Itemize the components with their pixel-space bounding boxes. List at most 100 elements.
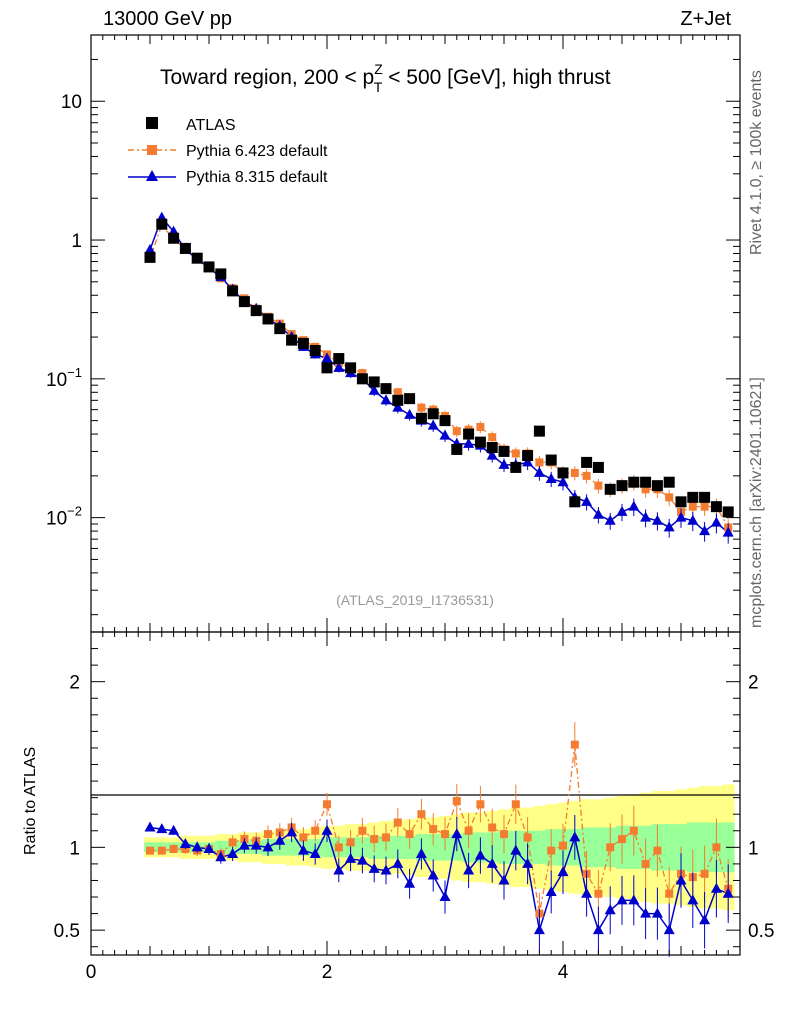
ratio-band-green xyxy=(580,827,593,868)
pythia8-point xyxy=(522,456,534,467)
ratio-band-green xyxy=(427,834,440,861)
atlas-point xyxy=(380,383,392,395)
legend-pythia6-label: Pythia 6.423 default xyxy=(186,143,328,160)
atlas-point xyxy=(569,496,581,508)
atlas-point xyxy=(297,337,309,349)
pythia8-point xyxy=(687,514,699,525)
pythia6-ratio-point xyxy=(429,825,438,834)
atlas-point xyxy=(675,496,687,508)
chart-title: Toward region, 200 < pZ T < 500 [GeV], hi… xyxy=(160,61,611,95)
pythia6-ratio-point xyxy=(500,830,508,839)
pythia6-point xyxy=(688,502,697,511)
header-left: 13000 GeV pp xyxy=(103,8,232,30)
pythia8-ratio-point xyxy=(262,841,274,852)
atlas-point xyxy=(238,296,250,308)
pythia6-point xyxy=(452,427,461,436)
y-tick-label-ratio: 2 xyxy=(69,673,80,694)
pythia8-point xyxy=(498,458,510,469)
pythia8-ratio-point xyxy=(380,864,392,875)
legend-atlas-marker xyxy=(146,117,158,129)
atlas-point xyxy=(215,268,227,280)
y-tick-label-upper: 1 xyxy=(71,231,82,252)
atlas-point xyxy=(557,467,569,479)
atlas-point xyxy=(392,394,404,406)
pythia8-point xyxy=(404,408,416,419)
atlas-point xyxy=(710,501,722,513)
pythia6-ratio-point xyxy=(441,830,449,839)
pythia8-point xyxy=(439,429,451,440)
atlas-point xyxy=(368,376,380,388)
pythia8-ratio-point xyxy=(439,891,451,902)
pythia8-point xyxy=(463,437,475,448)
atlas-point xyxy=(309,345,321,357)
y-tick-label-ratio: 1 xyxy=(69,838,80,859)
pythia6-ratio-point xyxy=(264,830,272,839)
pythia8-ratio-point xyxy=(545,886,557,897)
atlas-point xyxy=(592,461,604,473)
pythia8-ratio-point xyxy=(179,838,191,849)
pythia6-ratio-point xyxy=(665,889,674,898)
atlas-point xyxy=(439,415,451,427)
ratio-band-green xyxy=(533,830,546,864)
pythia8-ratio-point xyxy=(333,864,345,875)
pythia8-ratio-point xyxy=(356,854,368,865)
pythia8-point xyxy=(628,500,640,511)
pythia8-ratio-point xyxy=(368,862,380,873)
pythia8-ratio-point xyxy=(675,874,687,885)
atlas-point xyxy=(498,445,510,457)
pythia8-point xyxy=(533,466,545,477)
pythia8-ratio-point xyxy=(274,834,286,845)
pythia6-ratio-point xyxy=(181,844,190,853)
pythia8-ratio-point xyxy=(474,849,486,860)
pythia8-ratio-point xyxy=(404,877,416,888)
pythia8-ratio-point xyxy=(297,844,309,855)
pythia6-point xyxy=(594,481,603,490)
pythia8-ratio-point xyxy=(215,851,227,862)
ratio-band-green xyxy=(686,822,700,873)
x-tick-label: 4 xyxy=(558,962,569,983)
y-tick-label-ratio-right: 0.5 xyxy=(748,921,774,942)
atlas-point xyxy=(168,232,180,244)
pythia6-ratio-point xyxy=(323,800,331,809)
pythia6-ratio-point xyxy=(606,843,615,852)
pythia8-ratio-point xyxy=(415,847,427,858)
pythia6-ratio-point xyxy=(157,846,166,855)
pythia6-ratio-point xyxy=(417,810,426,819)
pythia8-ratio-point xyxy=(722,887,734,898)
ratio-band-green xyxy=(592,827,605,868)
x-tick-label: 0 xyxy=(86,962,97,983)
pythia8-ratio-point xyxy=(616,894,628,905)
pythia6-point xyxy=(700,502,709,511)
pythia8-point xyxy=(427,419,439,430)
pythia8-point xyxy=(392,401,404,412)
pythia6-ratio-point xyxy=(299,833,308,842)
atlas-point xyxy=(345,362,357,374)
rivet-label: Rivet 4.1.0, ≥ 100k events xyxy=(748,70,765,255)
atlas-point xyxy=(699,491,711,503)
legend-pythia8-label: Pythia 8.315 default xyxy=(186,169,328,186)
pythia8-ratio-point xyxy=(191,841,203,852)
pythia8-point xyxy=(722,526,734,537)
pythia8-ratio-point xyxy=(592,924,604,935)
legend: ATLAS Pythia 6.423 default Pythia 8.315 … xyxy=(128,117,328,186)
pythia8-point xyxy=(640,511,652,522)
pythia6-point xyxy=(665,493,674,502)
mcplots-label: mcplots.cern.ch [arXiv:2401.10621] xyxy=(748,377,765,628)
ratio-band-green xyxy=(391,835,405,859)
pythia8-ratio-point xyxy=(168,824,180,835)
pythia6-point xyxy=(476,422,485,431)
atlas-point xyxy=(333,353,345,365)
atlas-point xyxy=(687,491,699,503)
pythia8-ratio-point xyxy=(498,874,510,885)
pythia6-ratio-point xyxy=(228,838,237,847)
atlas-point xyxy=(156,218,168,230)
atlas-point xyxy=(451,443,463,455)
ratio-band-green xyxy=(663,824,676,871)
pythia6-ratio-point xyxy=(311,826,320,835)
ratio-band-green xyxy=(285,839,298,856)
y-tick-label-upper: 10−2 xyxy=(46,504,82,530)
y-tick-label-ratio-right: 1 xyxy=(748,838,759,859)
pythia8-point xyxy=(321,352,333,363)
pythia8-point xyxy=(675,511,687,522)
pythia8-point xyxy=(663,521,675,532)
